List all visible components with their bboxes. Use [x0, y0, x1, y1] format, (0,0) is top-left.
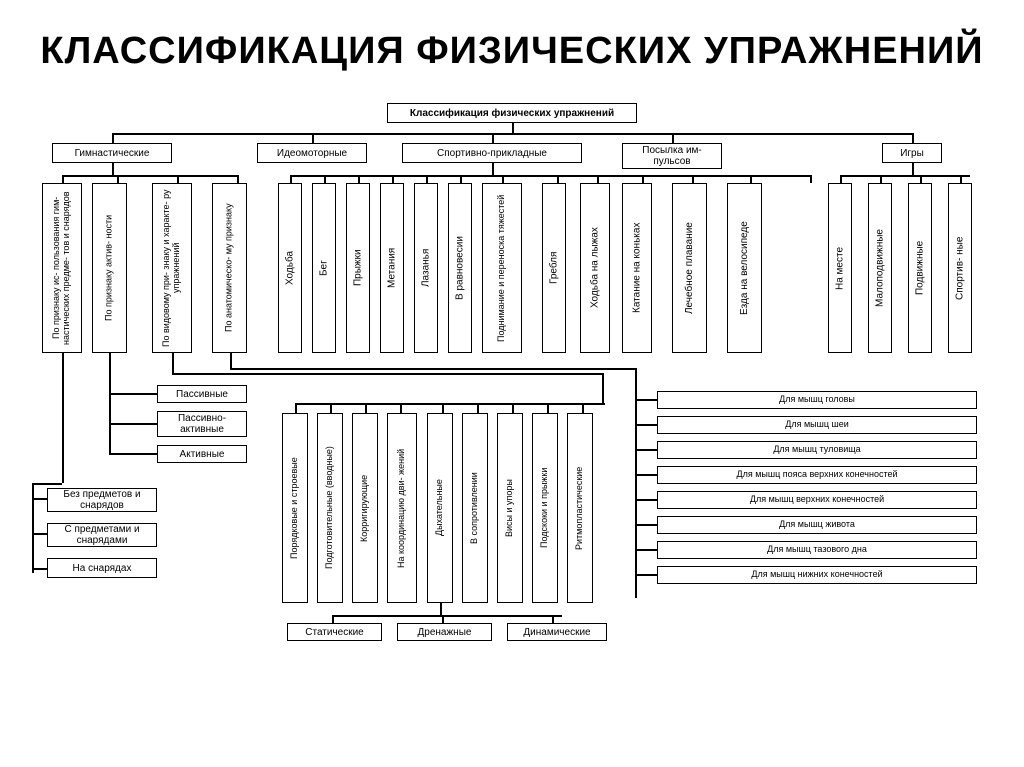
vid-8: Ритмопластические — [567, 413, 593, 603]
cat-ideomotor: Идеомоторные — [257, 143, 367, 163]
vid-2: Корригирующие — [352, 413, 378, 603]
vid-4: Дыхательные — [427, 413, 453, 603]
anat-4: Для мышц верхних конечностей — [657, 491, 977, 509]
activity-1: Пассивно- активные — [157, 411, 247, 437]
classification-diagram: Классификация физических упражнений Гимн… — [32, 103, 992, 663]
sport-6: Поднимание и переноска тяжестей — [482, 183, 522, 353]
anat-2: Для мышц туловища — [657, 441, 977, 459]
sport-3: Метания — [380, 183, 404, 353]
gym-child-2: По видовому при- знаку и характе- ру упр… — [152, 183, 192, 353]
sport-11: Езда на велосипеде — [727, 183, 762, 353]
vid-7: Подскоки и прыжки — [532, 413, 558, 603]
equip-2: На снарядах — [47, 558, 157, 578]
sport-8: Ходьба на лыжах — [580, 183, 610, 353]
breath-2: Динамические — [507, 623, 607, 641]
cat-sport-applied: Спортивно-прикладные — [402, 143, 582, 163]
equip-1: С предметами и снарядами — [47, 523, 157, 547]
activity-0: Пассивные — [157, 385, 247, 403]
gym-child-3: По анатомическо- му признаку — [212, 183, 247, 353]
vid-1: Подготовительные (вводные) — [317, 413, 343, 603]
vid-5: В сопротивлении — [462, 413, 488, 603]
anat-1: Для мышц шеи — [657, 416, 977, 434]
anat-5: Для мышц живота — [657, 516, 977, 534]
cat-gymnastics: Гимнастические — [52, 143, 172, 163]
anat-7: Для мышц нижних конечностей — [657, 566, 977, 584]
activity-2: Активные — [157, 445, 247, 463]
game-2: Подвижные — [908, 183, 932, 353]
game-1: Малоподвижные — [868, 183, 892, 353]
gym-child-0: По признаку ис- пользования гим- настиче… — [42, 183, 82, 353]
vid-3: На координацию дви- жений — [387, 413, 417, 603]
anat-6: Для мышц тазового дна — [657, 541, 977, 559]
sport-5: В равновесии — [448, 183, 472, 353]
breath-0: Статические — [287, 623, 382, 641]
vid-6: Висы и упоры — [497, 413, 523, 603]
cat-games: Игры — [882, 143, 942, 163]
anat-3: Для мышц пояса верхних конечностей — [657, 466, 977, 484]
gym-child-1: По признаку актив- ности — [92, 183, 127, 353]
sport-9: Катание на коньках — [622, 183, 652, 353]
game-0: На месте — [828, 183, 852, 353]
cat-impulses: Посылка им- пульсов — [622, 143, 722, 169]
game-3: Спортив- ные — [948, 183, 972, 353]
sport-10: Лечебное плавание — [672, 183, 707, 353]
sport-2: Прыжки — [346, 183, 370, 353]
anat-0: Для мышц головы — [657, 391, 977, 409]
sport-1: Бег — [312, 183, 336, 353]
sport-4: Лазанья — [414, 183, 438, 353]
sport-7: Гребля — [542, 183, 566, 353]
breath-1: Дренажные — [397, 623, 492, 641]
equip-0: Без предметов и снарядов — [47, 488, 157, 512]
sport-0: Ходьба — [278, 183, 302, 353]
root-box: Классификация физических упражнений — [387, 103, 637, 123]
page-title: КЛАССИФИКАЦИЯ ФИЗИЧЕСКИХ УПРАЖНЕНИЙ — [30, 30, 994, 73]
vid-0: Порядковые и строевые — [282, 413, 308, 603]
